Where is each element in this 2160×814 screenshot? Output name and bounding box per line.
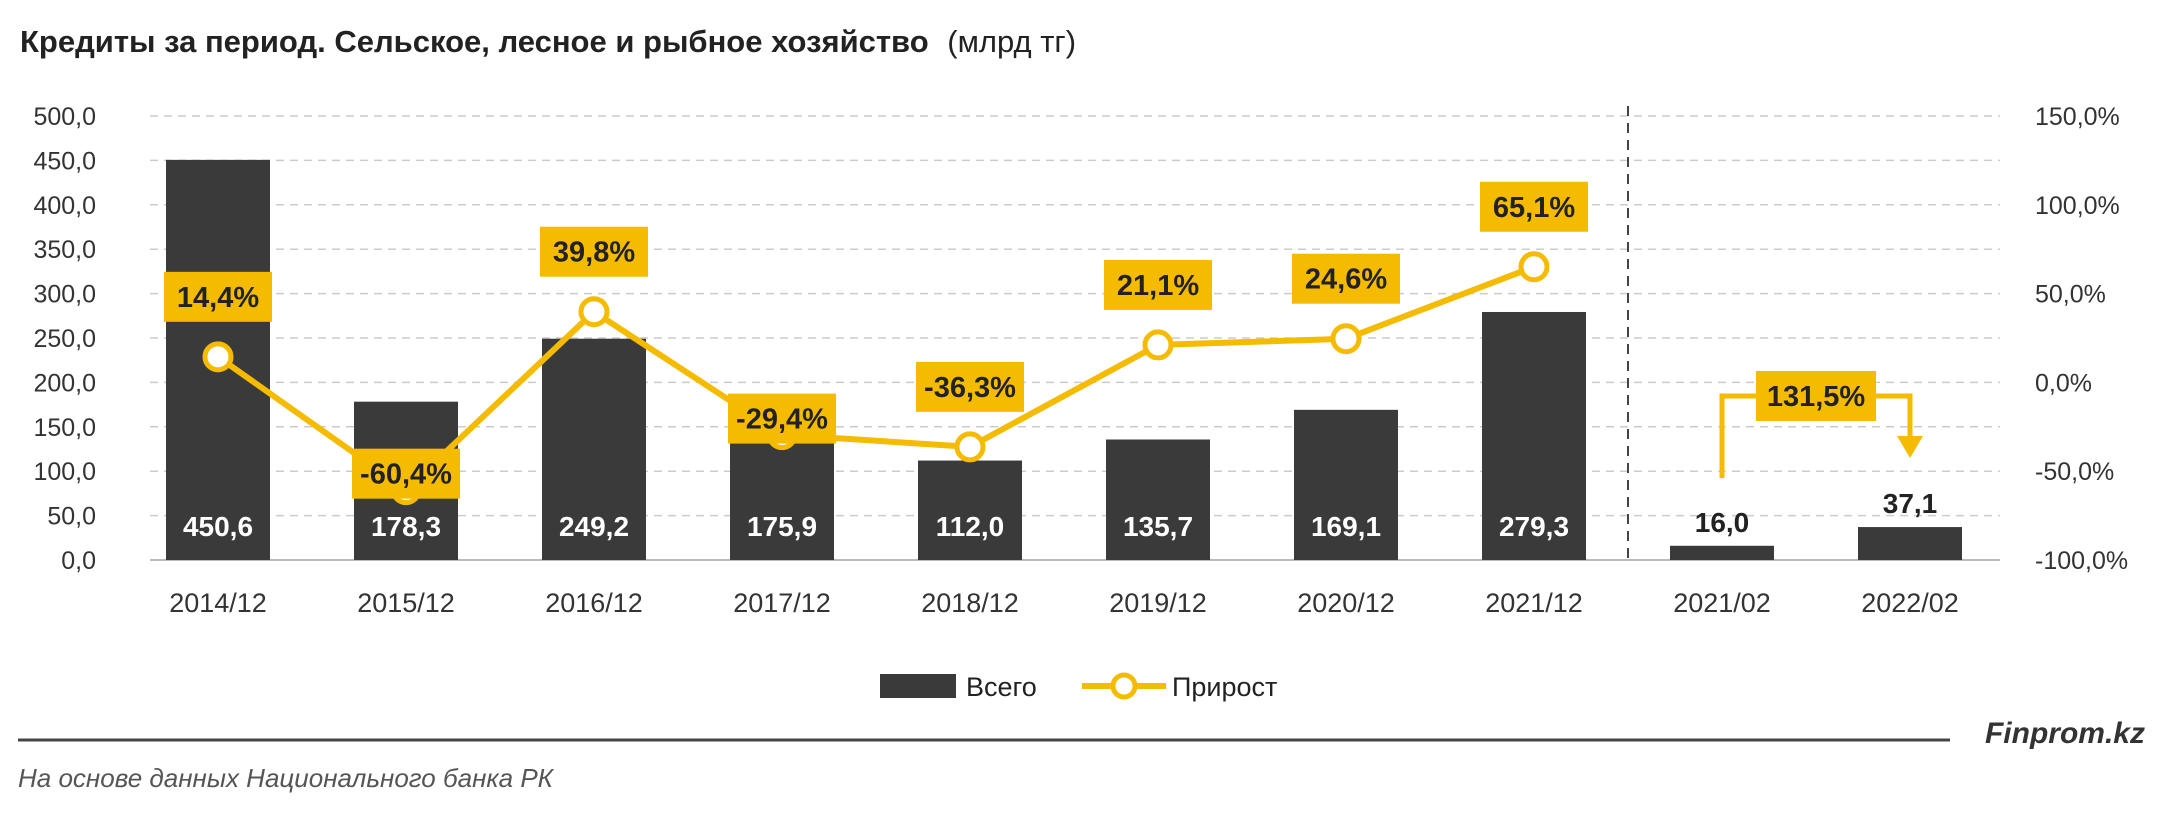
growth-label: 39,8% <box>553 237 635 269</box>
left-tick-label: 350,0 <box>33 236 96 264</box>
growth-point <box>954 431 986 463</box>
growth-label: 65,1% <box>1493 192 1575 224</box>
left-tick-label: 50,0 <box>47 503 96 531</box>
left-tick-label: 0,0 <box>61 547 96 575</box>
chart-title-unit: (млрд тг) <box>947 24 1076 59</box>
right-tick-label: 150,0% <box>2035 103 2120 131</box>
x-tick-label: 2014/12 <box>169 588 267 618</box>
left-tick-label: 150,0 <box>33 414 96 442</box>
bar-value-label: 450,6 <box>183 511 253 542</box>
left-tick-label: 400,0 <box>33 192 96 220</box>
x-tick-label: 2021/02 <box>1673 588 1771 618</box>
legend-bar-label: Всего <box>966 672 1037 702</box>
growth-label-box <box>728 393 836 444</box>
bar <box>1670 545 1774 560</box>
growth-point <box>1518 251 1550 283</box>
left-tick-label: 300,0 <box>33 281 96 309</box>
growth-label-box <box>352 448 460 499</box>
bar-value-label: 178,3 <box>371 511 441 542</box>
annotation-label: 131,5% <box>1767 381 1866 413</box>
annotation-label-box <box>1756 371 1876 421</box>
x-tick-label: 2016/12 <box>545 588 643 618</box>
growth-label-box <box>1480 181 1588 232</box>
right-tick-label: 0,0% <box>2035 369 2092 397</box>
growth-annotation: 131,5% <box>1719 371 1923 478</box>
growth-label: 14,4% <box>177 282 259 314</box>
bar-value-label: 175,9 <box>747 511 817 542</box>
chart-title: Кредиты за период. Сельское, лесное и ры… <box>20 24 1076 59</box>
growth-label-box <box>916 361 1024 412</box>
growth-line: 14,4% -60,4% 39,8% -29,4% -36,3% 21,1% 24,6% 65… <box>164 181 1588 506</box>
growth-label: -29,4% <box>736 404 828 436</box>
x-tick-label: 2020/12 <box>1297 588 1395 618</box>
growth-label: -60,4% <box>360 459 452 491</box>
growth-label-box <box>164 271 272 322</box>
growth-label: 24,6% <box>1305 264 1387 296</box>
growth-label: 21,1% <box>1117 270 1199 302</box>
bar <box>1294 409 1398 560</box>
bar-value-label: 169,1 <box>1311 511 1381 542</box>
x-tick-label: 2019/12 <box>1109 588 1207 618</box>
source-note: На основе данных Национального банка РК <box>18 763 555 793</box>
right-tick-label: 100,0% <box>2035 192 2120 220</box>
x-tick-label: 2022/02 <box>1861 588 1959 618</box>
chart-title-main: Кредиты за период. Сельское, лесное и ры… <box>20 24 929 59</box>
bar <box>1106 439 1210 560</box>
right-axis: -100,0% -50,0% 0,0% 50,0% 100,0% 150,0% <box>2035 103 2128 575</box>
bar-value-label: 135,7 <box>1123 511 1193 542</box>
left-axis: 0,0 50,0 100,0 150,0 200,0 250,0 300,0 350,0 400… <box>33 103 96 575</box>
bar-value-label: 112,0 <box>936 511 1005 542</box>
right-tick-label: -50,0% <box>2035 458 2114 486</box>
growth-label-box <box>1292 253 1400 304</box>
x-axis: 2014/12 2015/12 2016/12 2017/12 2018/12 2019/… <box>169 588 1959 618</box>
right-tick-label: -100,0% <box>2035 547 2128 575</box>
bar-value-label: 249,2 <box>559 511 629 542</box>
legend-line-marker <box>1110 672 1138 700</box>
growth-point <box>1330 323 1362 355</box>
x-tick-label: 2021/12 <box>1485 588 1583 618</box>
left-tick-label: 250,0 <box>33 325 96 353</box>
left-tick-label: 200,0 <box>33 369 96 397</box>
bar <box>542 338 646 560</box>
legend-bar-swatch <box>880 674 956 698</box>
right-tick-label: 50,0% <box>2035 281 2106 309</box>
bar-value-label: 16,0 <box>1695 507 1750 538</box>
bar <box>1482 311 1586 560</box>
legend: Всего Прирост <box>880 672 1277 702</box>
growth-point <box>202 341 234 373</box>
bar <box>1858 527 1962 560</box>
left-tick-label: 500,0 <box>33 103 96 131</box>
bars: 450,6 178,3 249,2 175,9 112,0 135,7 169,1 279,3… <box>166 159 1962 561</box>
x-tick-label: 2018/12 <box>921 588 1019 618</box>
x-tick-label: 2017/12 <box>733 588 831 618</box>
annotation-arrow-head <box>1897 436 1923 458</box>
growth-point <box>578 296 610 328</box>
growth-label: -36,3% <box>924 372 1016 404</box>
x-tick-label: 2015/12 <box>357 588 455 618</box>
brand-logo: Finprom.kz <box>1985 717 2145 750</box>
bar-value-label: 37,1 <box>1883 488 1938 519</box>
left-tick-label: 100,0 <box>33 458 96 486</box>
bar-value-label: 279,3 <box>1499 511 1569 542</box>
growth-point <box>1142 329 1174 361</box>
growth-label-box <box>1104 259 1212 310</box>
legend-line-label: Прирост <box>1172 672 1277 702</box>
bar <box>918 460 1022 560</box>
growth-label-box <box>540 226 648 277</box>
left-tick-label: 450,0 <box>33 147 96 175</box>
